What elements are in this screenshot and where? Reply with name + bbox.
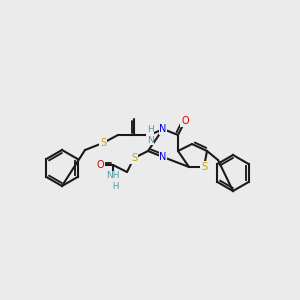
- Text: NH
  H: NH H: [106, 171, 120, 191]
- Text: S: S: [100, 138, 106, 148]
- Text: S: S: [131, 153, 137, 163]
- Text: O: O: [181, 116, 189, 126]
- Text: O: O: [96, 160, 104, 170]
- Text: S: S: [201, 162, 207, 172]
- Text: N: N: [159, 124, 167, 134]
- Text: N: N: [159, 152, 167, 162]
- Text: H
N: H N: [147, 125, 153, 145]
